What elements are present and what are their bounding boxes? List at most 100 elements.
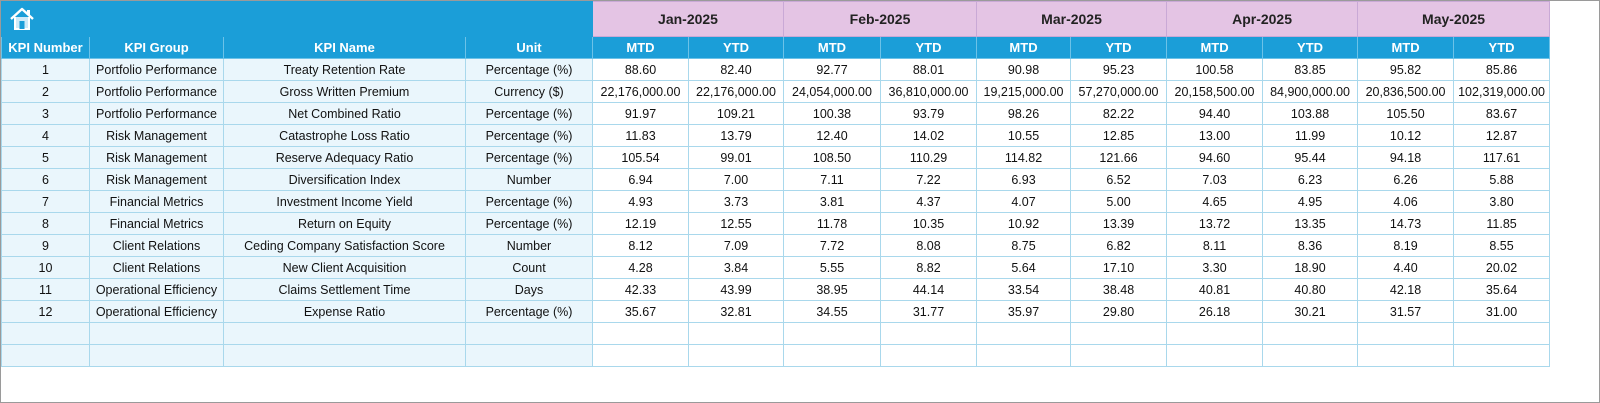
- value-cell: 105.54: [592, 146, 689, 169]
- value-cell: 5.00: [1070, 190, 1168, 213]
- value-cell: 95.23: [1070, 58, 1168, 81]
- info-cell: Treaty Retention Rate: [223, 58, 466, 81]
- value-cell: 99.01: [688, 146, 784, 169]
- empty-row: [1, 322, 1551, 345]
- value-cell: 83.67: [1453, 102, 1551, 125]
- empty-cell: [783, 344, 881, 367]
- value-cell: 5.55: [783, 256, 881, 279]
- info-cell: 4: [1, 124, 90, 147]
- info-cell: Return on Equity: [223, 212, 466, 235]
- info-cell: Catastrophe Loss Ratio: [223, 124, 466, 147]
- empty-cell: [879, 322, 978, 345]
- value-cell: 94.18: [1357, 146, 1455, 169]
- value-cell: 3.81: [783, 190, 881, 213]
- value-cell: 13.72: [1166, 212, 1264, 235]
- value-cell: 24,054,000.00: [783, 80, 881, 103]
- value-cell: 4.40: [1357, 256, 1455, 279]
- value-cell: 8.75: [976, 234, 1072, 257]
- value-cell: 103.88: [1262, 102, 1359, 125]
- value-cell: 91.97: [592, 102, 689, 125]
- kpi-table: Jan-2025 Feb-2025 Mar-2025 Apr-2025 May-2025…: [1, 1, 1551, 367]
- empty-cell: [688, 344, 784, 367]
- value-cell: 8.12: [592, 234, 689, 257]
- info-cell: 8: [1, 212, 90, 235]
- value-cell: 22,176,000.00: [688, 80, 784, 103]
- value-cell: 31.00: [1453, 300, 1551, 323]
- table-row: 9 Client Relations Ceding Company Satisfac…: [1, 234, 1551, 257]
- info-cell: Gross Written Premium: [223, 80, 466, 103]
- value-cell: 11.99: [1262, 124, 1359, 147]
- value-cell: 33.54: [976, 278, 1072, 301]
- value-cell: 13.00: [1166, 124, 1264, 147]
- value-cell: 12.55: [688, 212, 784, 235]
- value-cell: 20,836,500.00: [1357, 80, 1455, 103]
- value-cell: 82.22: [1070, 102, 1168, 125]
- banner-row: Jan-2025 Feb-2025 Mar-2025 Apr-2025 May-2025: [1, 1, 1551, 37]
- value-cell: 31.77: [879, 300, 978, 323]
- value-cell: 108.50: [783, 146, 881, 169]
- empty-row: [1, 344, 1551, 367]
- value-cell: 7.09: [688, 234, 784, 257]
- value-cell: 93.79: [879, 102, 978, 125]
- value-cell: 8.36: [1262, 234, 1359, 257]
- empty-cell: [223, 322, 466, 345]
- value-cell: 95.44: [1262, 146, 1359, 169]
- info-cell: 12: [1, 300, 90, 323]
- value-cell: 32.81: [688, 300, 784, 323]
- column-header: Unit: [465, 36, 593, 59]
- value-cell: 20,158,500.00: [1166, 80, 1264, 103]
- value-cell: 95.82: [1357, 58, 1455, 81]
- period-header: MTD: [783, 36, 881, 59]
- value-cell: 83.85: [1262, 58, 1359, 81]
- value-cell: 42.18: [1357, 278, 1455, 301]
- month-header: Feb-2025: [782, 1, 978, 37]
- empty-cell: [465, 344, 593, 367]
- table-row: 10 Client Relations New Client Acquisition…: [1, 256, 1551, 279]
- value-cell: 13.35: [1262, 212, 1359, 235]
- table-row: 11 Operational Efficiency Claims Settlemen…: [1, 278, 1551, 301]
- info-cell: Percentage (%): [465, 300, 593, 323]
- value-cell: 110.29: [879, 146, 978, 169]
- empty-cell: [1166, 344, 1264, 367]
- info-cell: 1: [1, 58, 90, 81]
- value-cell: 90.98: [976, 58, 1072, 81]
- value-cell: 7.03: [1166, 168, 1264, 191]
- value-cell: 7.72: [783, 234, 881, 257]
- value-cell: 100.38: [783, 102, 881, 125]
- empty-cell: [89, 344, 224, 367]
- value-cell: 29.80: [1070, 300, 1168, 323]
- value-cell: 8.11: [1166, 234, 1264, 257]
- period-header: YTD: [1070, 36, 1168, 59]
- info-cell: Expense Ratio: [223, 300, 466, 323]
- value-cell: 85.86: [1453, 58, 1551, 81]
- empty-cell: [976, 322, 1072, 345]
- value-cell: 5.64: [976, 256, 1072, 279]
- value-cell: 13.39: [1070, 212, 1168, 235]
- empty-cell: [1262, 322, 1359, 345]
- value-cell: 34.55: [783, 300, 881, 323]
- value-cell: 19,215,000.00: [976, 80, 1072, 103]
- info-cell: Percentage (%): [465, 190, 593, 213]
- value-cell: 8.08: [879, 234, 978, 257]
- value-cell: 6.93: [976, 168, 1072, 191]
- value-cell: 14.02: [879, 124, 978, 147]
- value-cell: 4.95: [1262, 190, 1359, 213]
- value-cell: 35.64: [1453, 278, 1551, 301]
- period-header: MTD: [976, 36, 1072, 59]
- empty-cell: [1453, 322, 1551, 345]
- info-cell: Investment Income Yield: [223, 190, 466, 213]
- home-icon[interactable]: [8, 6, 36, 32]
- value-cell: 35.97: [976, 300, 1072, 323]
- value-cell: 26.18: [1166, 300, 1264, 323]
- value-cell: 42.33: [592, 278, 689, 301]
- info-cell: 2: [1, 80, 90, 103]
- value-cell: 121.66: [1070, 146, 1168, 169]
- info-cell: Financial Metrics: [89, 212, 224, 235]
- empty-cell: [688, 322, 784, 345]
- table-row: 12 Operational Efficiency Expense Ratio Per…: [1, 300, 1551, 323]
- empty-cell: [1357, 344, 1455, 367]
- value-cell: 117.61: [1453, 146, 1551, 169]
- period-header: YTD: [879, 36, 978, 59]
- empty-cell: [783, 322, 881, 345]
- value-cell: 102,319,000.00: [1453, 80, 1551, 103]
